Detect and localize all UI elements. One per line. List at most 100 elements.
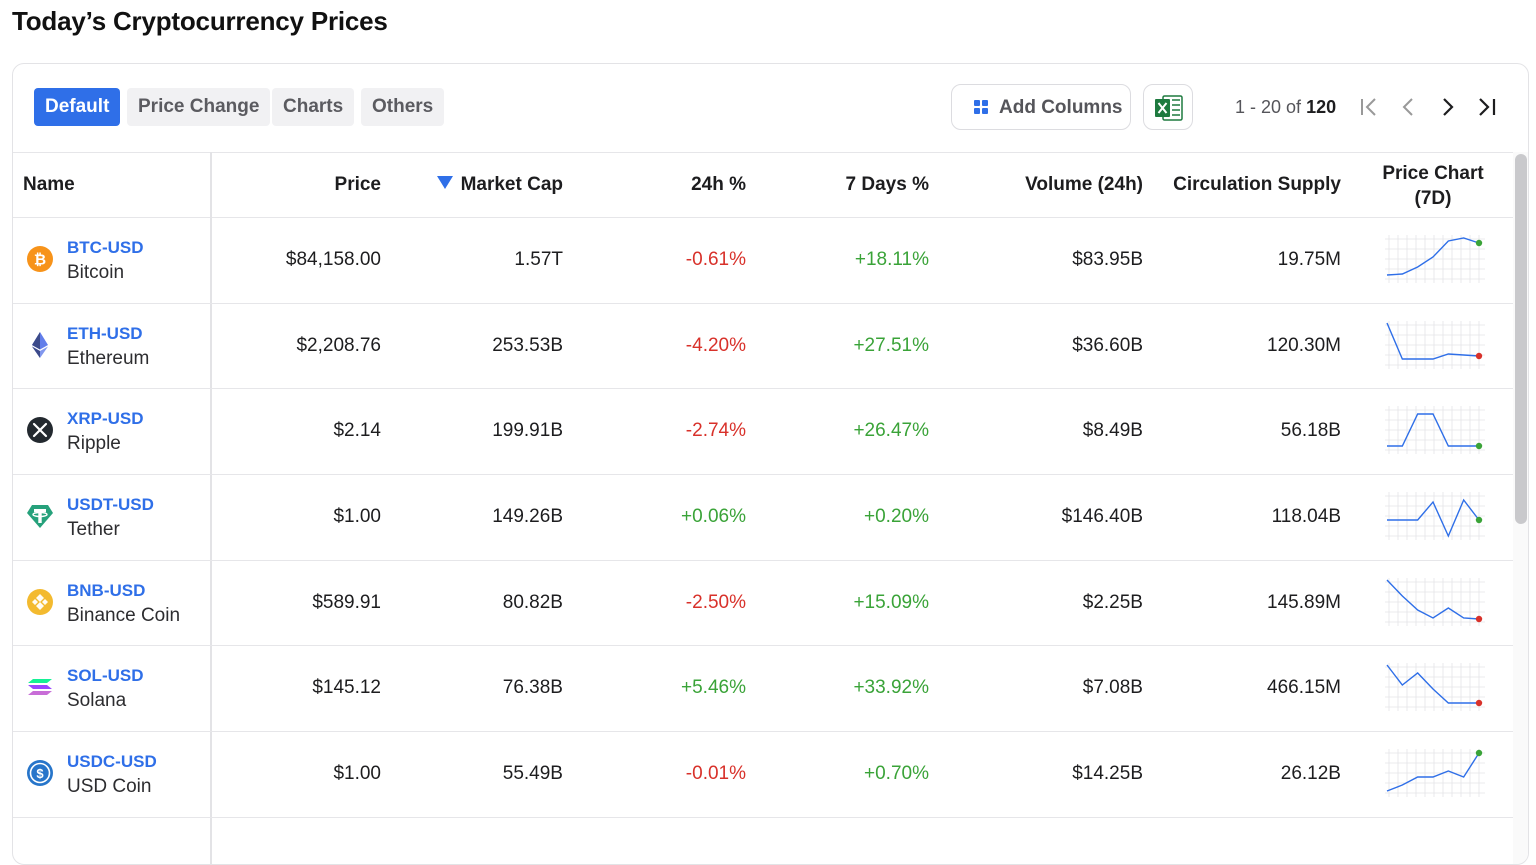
price-cell: $2,208.76 [296,334,381,356]
column-header-market-cap[interactable]: Market Cap [436,174,563,196]
coin-symbol-link[interactable]: XRP-USD [67,409,144,429]
scrollbar-thumb[interactable] [1515,154,1527,524]
coin-name: Bitcoin [67,262,125,283]
price-cell: $2.14 [333,420,381,442]
sparkline-end-point [1475,700,1483,707]
change-24h-cell: +5.46% [681,677,746,699]
market-cap-cell: 1.57T [514,249,563,270]
change-24h-cell: -2.74% [685,420,746,442]
pagination-range: 1 - 20 of [1235,97,1302,117]
table-row[interactable]: BNB-USD Binance Coin $589.91 80.82B -2.5… [13,561,1513,647]
bitcoin-icon: ₿ [26,245,54,273]
coin-name: Ethereum [67,347,150,369]
coin-name: Solana [67,690,127,712]
price-cell: $1.00 [333,506,381,528]
pagination-total: 120 [1306,97,1337,117]
sparkline-series [1386,752,1480,792]
next-page-button[interactable] [1436,94,1460,120]
column-header-price-chart-line1: Price Chart [1382,163,1484,184]
column-header-24h[interactable]: 24h % [691,174,746,195]
column-header-supply[interactable]: Circulation Supply [1173,174,1341,195]
pagination-summary: 1 - 20 of 120 [1235,97,1336,118]
coin-symbol-link[interactable]: USDT-USD [67,495,154,515]
change-7d-cell: +26.47% [853,420,929,442]
sparkline-chart [1385,406,1485,455]
supply-cell: 26.12B [1280,763,1341,785]
market-cap-cell: 149.26B [492,506,563,528]
table-row[interactable]: ₿ BTC-USD Bitcoin $84,158.00 1.57T -0.61… [13,218,1513,304]
previous-page-button[interactable] [1397,94,1421,120]
sticky-column-divider [210,152,212,864]
price-cell: $589.91 [312,591,381,613]
add-columns-button[interactable]: Add Columns [951,84,1131,130]
column-header-7d[interactable]: 7 Days % [845,174,929,195]
column-header-market-cap-label: Market Cap [460,174,563,195]
coin-name: Binance Coin [67,604,181,626]
column-header-name[interactable]: Name [23,174,75,195]
coin-name: Ripple [67,433,121,455]
excel-icon [1155,95,1183,121]
tab-others[interactable]: Others [361,88,445,126]
price-cell: $145.12 [312,677,381,699]
table-row[interactable]: $ USDC-USD USD Coin $1.00 55.49B -0.01% … [13,732,1513,818]
sparkline-end-point [1475,516,1483,524]
market-cap-cell: 55.49B [502,763,563,785]
sparkline-chart [1385,492,1485,541]
change-7d-cell: +0.20% [864,506,929,528]
tab-price-change[interactable]: Price Change [127,88,271,126]
last-page-button[interactable] [1475,94,1499,120]
price-cell: $1.00 [333,763,381,785]
change-7d-cell: +15.09% [853,591,929,613]
sparkline-end-point [1475,749,1483,757]
last-page-icon [1479,98,1496,116]
table-body: ₿ BTC-USD Bitcoin $84,158.00 1.57T -0.61… [13,218,1513,818]
sparkline-series [1386,237,1480,276]
table-row[interactable]: XRP-USD Ripple $2.14 199.91B -2.74% +26.… [13,389,1513,476]
market-cap-cell: 199.91B [492,420,563,442]
page-title: Today’s Cryptocurrency Prices [12,6,388,36]
volume-cell: $36.60B [1072,334,1143,356]
sparkline-chart [1385,320,1485,369]
column-header-volume[interactable]: Volume (24h) [1025,174,1143,195]
usd-coin-icon: $ [26,759,54,787]
ethereum-icon [26,331,54,359]
first-page-icon [1361,98,1376,116]
coin-symbol-link[interactable]: BTC-USD [67,238,144,257]
add-columns-label: Add Columns [999,97,1123,118]
svg-text:$: $ [36,766,44,781]
tether-icon [26,502,54,530]
table-row[interactable]: ETH-USD Ethereum $2,208.76 253.53B -4.20… [13,304,1513,390]
xrp-icon [26,416,54,444]
price-cell: $84,158.00 [285,249,381,270]
coin-symbol-link[interactable]: SOL-USD [67,666,144,686]
column-header-price[interactable]: Price [334,174,381,195]
crypto-table-card: Default Price Change Charts Others Add C… [12,63,1529,865]
toolbar: Default Price Change Charts Others Add C… [13,64,1528,152]
volume-cell: $14.25B [1072,763,1143,785]
first-page-button[interactable] [1357,94,1381,120]
coin-symbol-link[interactable]: ETH-USD [67,323,143,343]
coin-symbol-link[interactable]: USDC-USD [67,752,157,772]
volume-cell: $146.40B [1061,506,1143,528]
table-header: Name Price Market Cap 24h % 7 Days % Vol… [13,152,1513,218]
volume-cell: $8.49B [1082,420,1143,442]
table-row[interactable]: SOL-USD Solana $145.12 76.38B +5.46% +33… [13,646,1513,733]
sparkline-chart [1385,577,1485,626]
change-7d-cell: +0.70% [864,763,929,785]
sparkline-chart [1385,663,1485,712]
change-24h-cell: -0.01% [685,763,746,785]
sparkline-end-point [1475,239,1483,247]
change-7d-cell: +27.51% [853,334,929,356]
sparkline-end-point [1475,615,1483,622]
sparkline-chart [1385,749,1485,798]
coin-symbol-link[interactable]: BNB-USD [67,580,146,600]
change-24h-cell: -4.20% [685,334,746,356]
coin-name: Tether [67,519,120,541]
tab-default[interactable]: Default [34,88,121,126]
tab-charts[interactable]: Charts [272,88,355,126]
export-excel-button[interactable] [1143,84,1193,130]
change-7d-cell: +33.92% [853,677,929,699]
market-cap-cell: 80.82B [502,591,563,613]
table-row[interactable]: USDT-USD Tether $1.00 149.26B +0.06% +0.… [13,475,1513,561]
sort-descending-icon [436,176,453,189]
